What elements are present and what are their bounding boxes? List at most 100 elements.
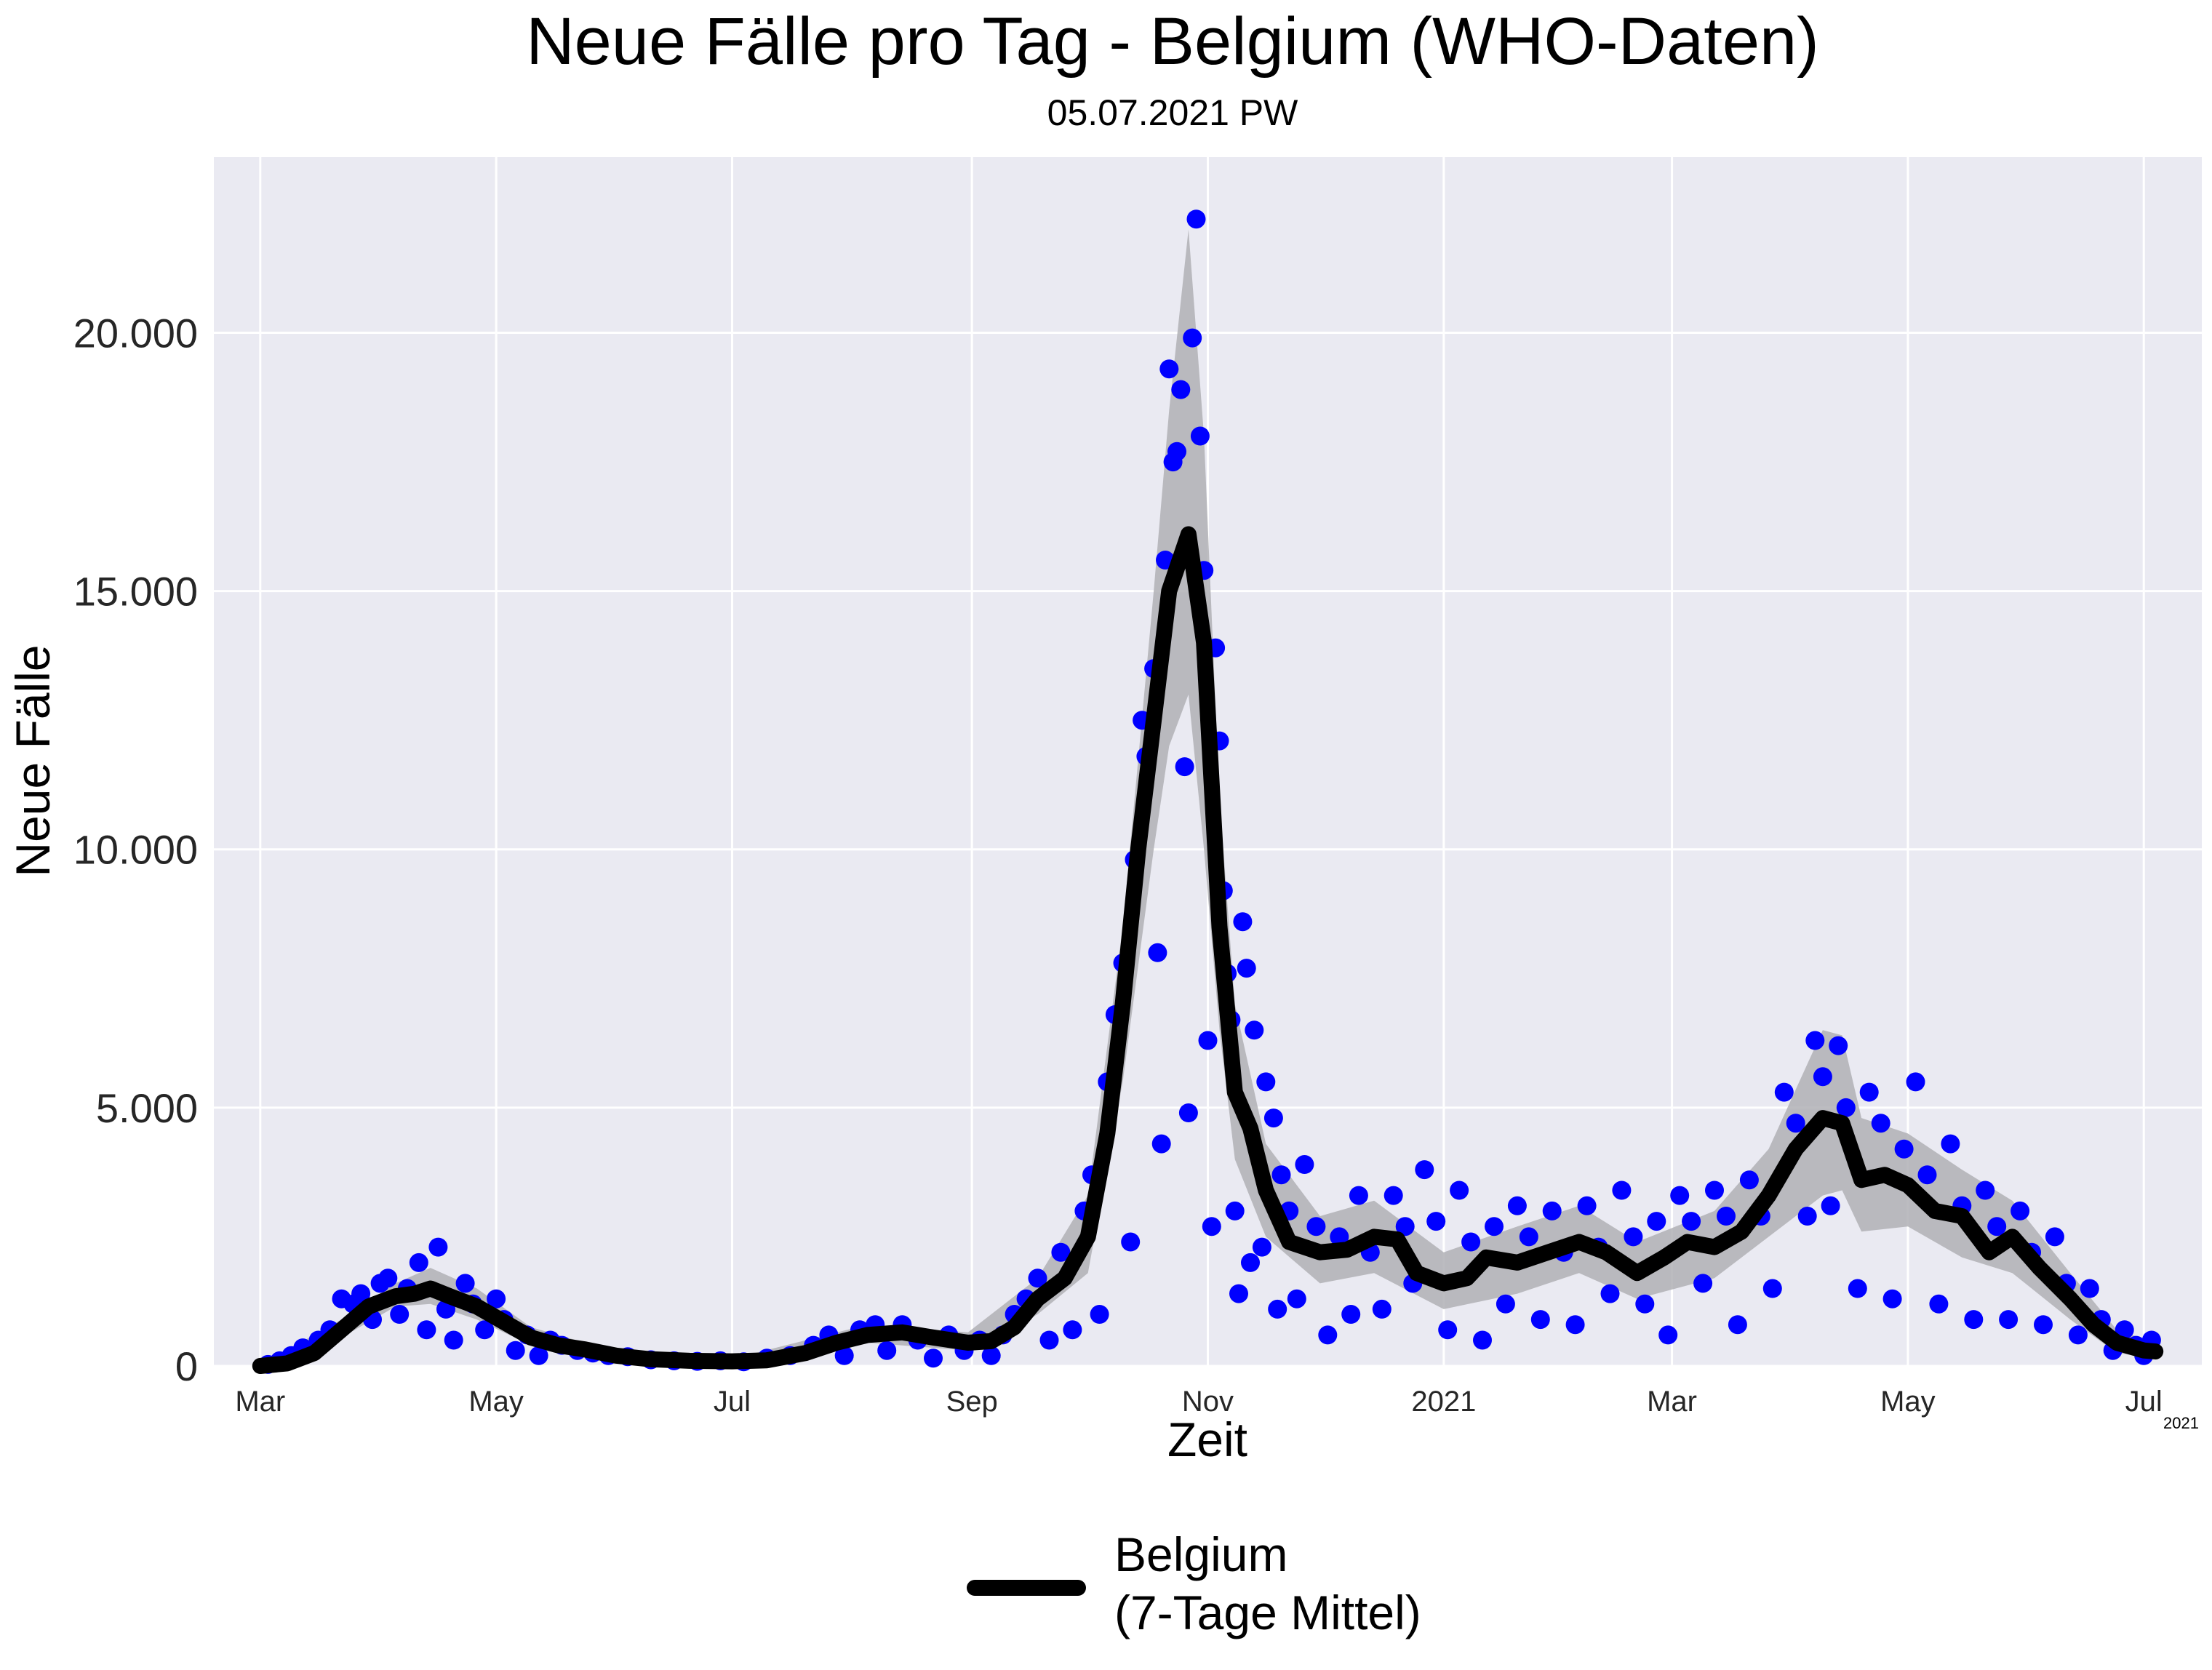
daily-case-point [1882,1289,1902,1309]
daily-case-point [1906,1072,1925,1092]
daily-case-point [1485,1217,1504,1236]
x-tick-label: May [468,1386,524,1418]
daily-case-point [1148,943,1167,962]
daily-case-point [1762,1279,1782,1298]
daily-case-point [1268,1299,1287,1319]
daily-case-point [1171,380,1191,399]
daily-case-point [1229,1284,1248,1303]
daily-case-point [1929,1294,1949,1314]
daily-case-point [1848,1279,1867,1298]
daily-case-point [2080,1279,2099,1298]
y-tick-label: 20.000 [73,310,198,356]
daily-case-point [1917,1165,1937,1185]
daily-case-point [834,1346,854,1365]
daily-case-point [1190,426,1210,446]
mean-line [252,526,2164,1374]
daily-case-point [1028,1269,1047,1288]
x-tick-labels: Mar May Jul Sep Nov 2021 Mar May Jul [235,1386,2162,1418]
daily-case-point [1384,1186,1403,1205]
daily-case-point [351,1284,371,1303]
daily-case-point [877,1341,897,1360]
daily-case-point [1693,1274,1713,1293]
y-tick-label: 10.000 [73,827,198,873]
daily-case-point [506,1341,525,1360]
daily-case-point [1263,1108,1283,1128]
daily-case-point [1271,1165,1291,1185]
daily-case-point [1813,1067,1832,1087]
daily-case-point [1051,1242,1071,1262]
daily-case-point [2034,1315,2053,1335]
daily-case-point [1318,1325,1338,1345]
daily-case-point [1450,1180,1469,1200]
x-tick-label: Mar [235,1386,285,1418]
daily-case-point [1805,1031,1825,1050]
daily-case-point [409,1252,428,1272]
daily-case-point [1178,1103,1198,1122]
y-tick-label: 0 [175,1343,198,1389]
x-axis-label: Zeit [1167,1413,1247,1466]
daily-case-point [1829,1036,1848,1055]
daily-case-point [1530,1310,1550,1330]
y-axis-label: Neue Fälle [6,644,60,876]
daily-case-point [1705,1180,1724,1200]
daily-case-point [1976,1180,1995,1200]
daily-case-point [1306,1217,1326,1236]
daily-case-point [1395,1217,1415,1236]
daily-case-point [1426,1212,1446,1231]
daily-case-point [924,1349,943,1368]
daily-case-point [1372,1299,1392,1319]
daily-case-point [1577,1196,1597,1215]
daily-case-point [1167,442,1186,461]
x-tick-label: Sep [946,1386,998,1418]
daily-case-point [378,1269,398,1288]
daily-case-point [2045,1227,2064,1247]
daily-case-point [1894,1139,1914,1159]
daily-case-point [1202,1217,1221,1236]
daily-case-point [1600,1284,1620,1303]
daily-case-point [1349,1186,1368,1205]
daily-case-point [1821,1196,1840,1215]
daily-case-point [1728,1315,1747,1335]
x-tick-label: Mar [1647,1386,1697,1418]
daily-case-point [1871,1114,1890,1133]
legend-label-line1: Belgium [1114,1527,1287,1581]
daily-case-point [1198,1031,1218,1050]
daily-case-point [1287,1289,1306,1309]
x-tick-label: 2021 [1411,1386,1476,1418]
daily-case-point [1295,1155,1314,1174]
daily-case-point [1121,1232,1141,1252]
x-tick-label: Jul [2125,1386,2163,1418]
daily-case-point [1241,1252,1260,1272]
daily-case-point [1519,1227,1538,1247]
daily-case-point [2011,1201,2030,1220]
daily-case-point [1565,1315,1585,1335]
daily-case-point [2115,1320,2134,1340]
daily-case-point [1507,1196,1527,1215]
daily-case-point [1186,209,1206,229]
daily-case-point [1151,1134,1171,1154]
daily-case-point [455,1274,475,1293]
daily-case-point [1461,1232,1481,1252]
daily-case-point [1330,1227,1349,1247]
y-tick-label: 5.000 [96,1085,198,1131]
daily-case-point [1039,1330,1059,1350]
daily-case-point [1438,1320,1458,1340]
daily-case-point [1836,1098,1856,1117]
daily-case-point [1670,1186,1690,1205]
daily-case-point [1786,1114,1805,1133]
daily-case-point [1987,1217,2007,1236]
daily-case-point [1635,1294,1655,1314]
x-tick-label: May [1880,1386,1936,1418]
daily-case-point [1774,1082,1794,1102]
daily-case-point [1647,1212,1666,1231]
daily-case-point [487,1289,506,1309]
daily-case-point [1717,1207,1736,1226]
daily-case-point [1233,912,1253,932]
chart-subtitle: 05.07.2021 PW [1047,92,1298,133]
daily-case-point [981,1346,1001,1365]
daily-case-point [444,1330,463,1350]
daily-case-point [1941,1134,1960,1154]
x-tick-label: Nov [1182,1386,1234,1418]
